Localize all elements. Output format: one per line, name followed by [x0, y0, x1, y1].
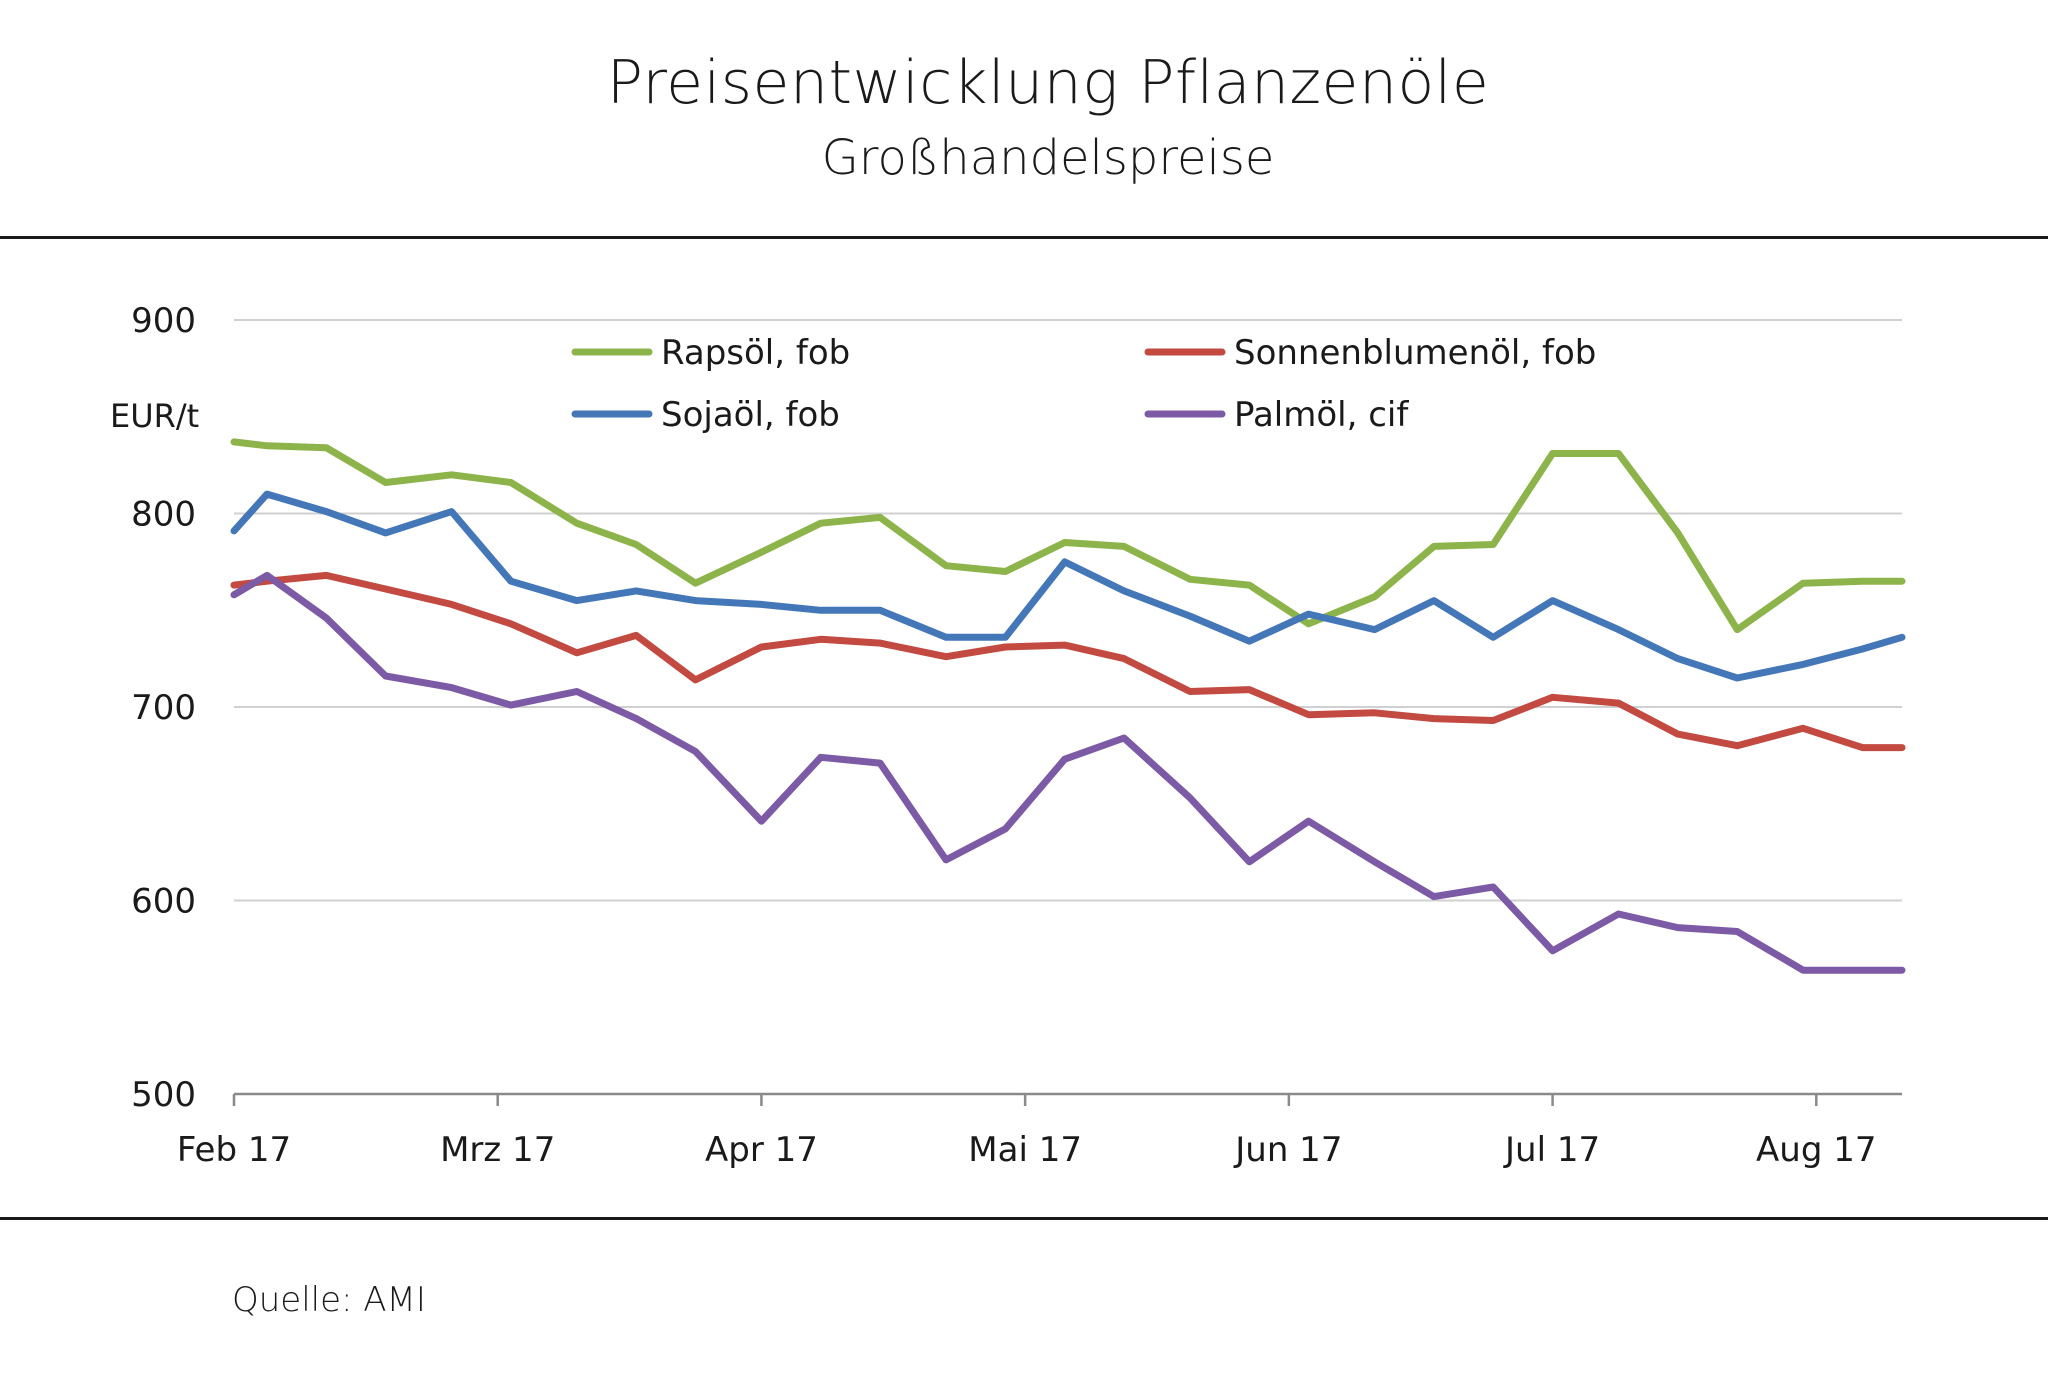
series-line-1 [230, 438, 1906, 634]
x-tick-label: Jun 17 [1233, 1130, 1342, 1170]
series-line-4 [230, 571, 1906, 974]
x-tick-label: Mai 17 [968, 1130, 1082, 1170]
chart-title: Preisentwicklung Pflanzenöle [606, 48, 1490, 118]
x-tick-label: Apr 17 [705, 1130, 818, 1170]
y-tick-label-600: 600 [131, 882, 196, 922]
y-tick-label-900: 900 [131, 301, 196, 341]
y-axis-label: EUR/t [110, 397, 199, 435]
chart-subtitle: Großhandelspreise [821, 130, 1275, 186]
y-tick-label-800: 800 [131, 495, 196, 535]
bottom-divider [0, 1217, 2048, 1220]
legend-label-1: Rapsöl, fob [661, 333, 850, 373]
legend-label-4: Palmöl, cif [1234, 395, 1409, 435]
series-line-3 [230, 490, 1906, 682]
x-tick-label: Feb 17 [177, 1130, 291, 1170]
y-tick-label-700: 700 [131, 688, 196, 728]
top-divider [0, 236, 2048, 239]
x-tick-label: Aug 17 [1756, 1130, 1876, 1170]
series-line-2 [230, 571, 1906, 752]
y-tick-label-500: 500 [131, 1075, 196, 1115]
x-tick-label: Mrz 17 [440, 1130, 555, 1170]
legend-label-2: Sonnenblumenöl, fob [1234, 333, 1596, 373]
x-tick-label: Jul 17 [1503, 1130, 1600, 1170]
legend-label-3: Sojaöl, fob [661, 395, 840, 435]
source-note: Quelle: AMI [232, 1280, 426, 1320]
